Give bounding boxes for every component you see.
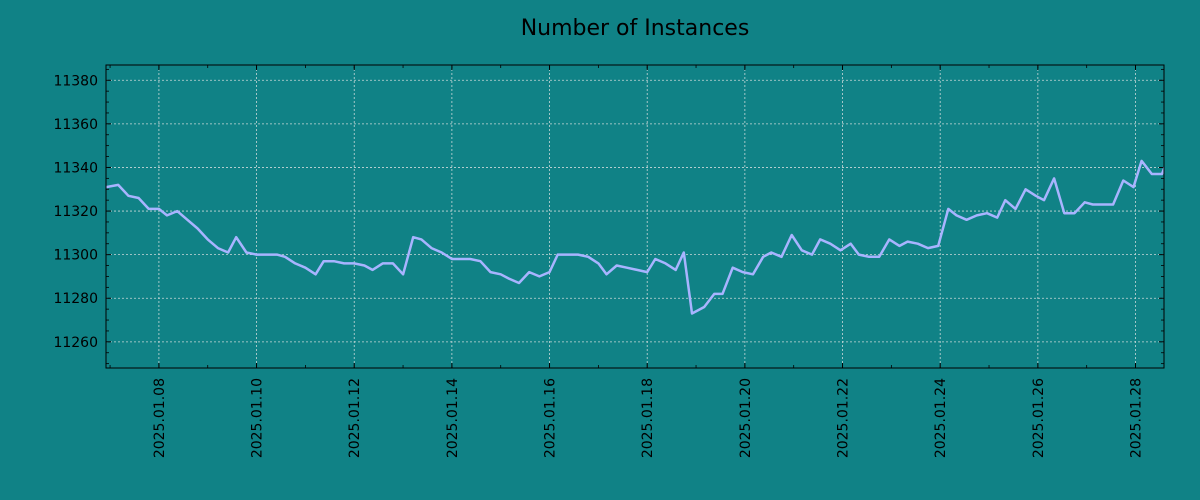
x-tick-label: 2025.01.26 [1031,378,1047,458]
x-tick-label: 2025.01.10 [250,378,266,458]
x-tick-label: 2025.01.18 [640,378,656,458]
x-tick-label: 2025.01.28 [1129,378,1145,458]
chart-title: Number of Instances [520,16,750,41]
x-tick-label: 2025.01.22 [836,378,852,458]
x-tick-label: 2025.01.12 [347,378,363,458]
x-tick-label: 2025.01.14 [445,378,461,458]
y-tick-label: 11280 [53,291,98,307]
y-tick-label: 11260 [53,335,98,351]
y-tick-label: 11320 [53,204,98,220]
x-tick-label: 2025.01.20 [738,378,754,458]
x-tick-label: 2025.01.08 [152,378,168,458]
y-tick-label: 11340 [53,160,98,176]
data-series-line [106,159,1164,315]
y-tick-label: 11360 [53,117,98,133]
x-tick-label: 2025.01.16 [543,378,559,458]
plot-frame [105,64,1165,369]
y-tick-label: 11380 [53,73,98,89]
x-tick-label: 2025.01.24 [933,378,949,458]
y-tick-label: 11300 [53,248,98,264]
